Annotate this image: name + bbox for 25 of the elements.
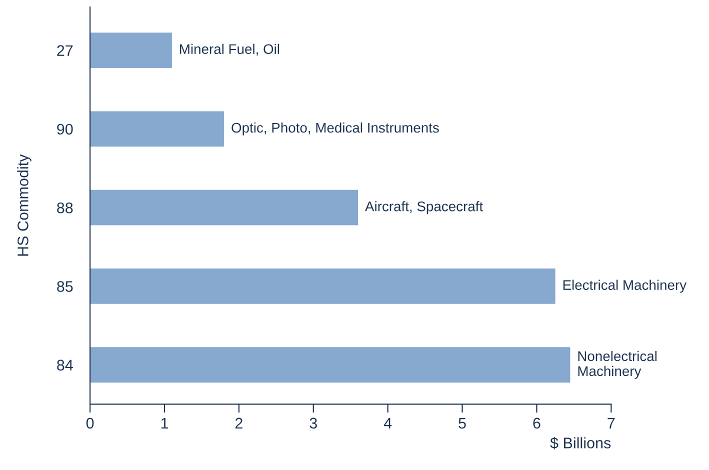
bar [90, 268, 556, 304]
bar [90, 32, 172, 68]
x-axis-title: $ Billions [550, 436, 611, 450]
bar [90, 347, 570, 383]
bar [90, 190, 358, 226]
y-tick-label: 90 [57, 124, 73, 135]
annotation: Mineral Fuel, Oil [180, 44, 280, 56]
annotation: Optic, Photo, Medical Instruments [232, 122, 439, 136]
y-axis-title: HS Commodity [17, 154, 32, 256]
y-tick-label: 84 [57, 360, 73, 371]
x-tick-label: 0 [86, 418, 94, 429]
x-tick-label: 6 [533, 418, 540, 429]
annotation: Nonelectrical Machinery [578, 350, 657, 379]
annotation: Electrical Machinery [563, 280, 687, 293]
x-tick-label: 4 [384, 418, 392, 428]
x-tick-label: 2 [235, 418, 242, 428]
bar [90, 111, 224, 147]
y-tick-label: 27 [57, 45, 73, 56]
y-tick-label: 85 [57, 281, 73, 292]
y-tick-label: 88 [57, 202, 73, 214]
x-tick-label: 3 [310, 418, 317, 429]
x-tick-label: 5 [458, 418, 466, 429]
x-tick-label: 7 [608, 418, 615, 428]
annotation: Aircraft, Spacecraft [365, 201, 483, 214]
x-tick-label: 1 [161, 418, 168, 428]
